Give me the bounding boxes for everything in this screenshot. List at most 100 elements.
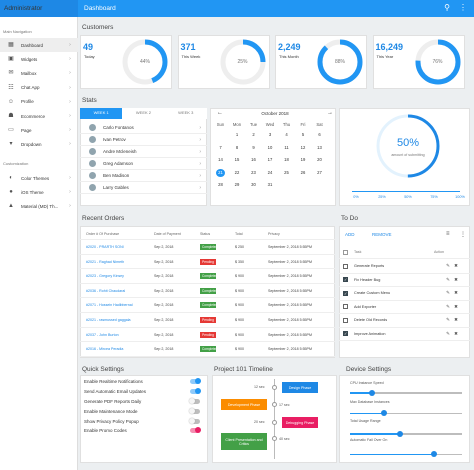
delete-icon[interactable]: ✖ [454, 330, 458, 336]
order-link[interactable]: #2020 - PRARTH SONI [86, 245, 124, 249]
setting-toggle[interactable] [190, 378, 201, 385]
todo-item[interactable]: Add Exporter ✎ ✖ [339, 301, 470, 314]
calendar-day[interactable]: 27 [317, 169, 322, 175]
table-row[interactable]: #2016 - Mircea Peradia Sep 2, 2018 Complet… [80, 342, 335, 357]
list-item[interactable]: Larry Gables › [80, 182, 207, 194]
todo-checkbox[interactable] [343, 304, 348, 310]
order-link[interactable]: #2021 - Raghad Nimeth [86, 259, 125, 264]
more-vert-icon[interactable]: ⋮ [460, 232, 466, 238]
calendar-day[interactable]: 7 [219, 144, 222, 150]
delete-icon[interactable]: ✖ [454, 263, 458, 269]
list-item[interactable]: Ben Madison › [80, 170, 207, 182]
order-link[interactable]: #2023 - Gregory Kinsey [86, 274, 124, 279]
calendar-day[interactable]: 14 [218, 157, 223, 162]
calendar-day[interactable]: 17 [267, 157, 273, 162]
calendar-day[interactable]: 25 [284, 169, 289, 175]
sidebar-item-chat-app[interactable]: ☷ Chat App › [0, 81, 78, 95]
slider-knob[interactable] [431, 451, 437, 457]
sort-icon[interactable]: ≡ [446, 231, 450, 237]
sidebar-item-page[interactable]: ▭ Page › [0, 123, 78, 137]
table-row[interactable]: #2037 - John Burton Sep 2, 2018 Pending $ 9… [80, 328, 335, 343]
calendar-day[interactable]: 5 [301, 132, 305, 137]
calendar-day[interactable]: 19 [300, 157, 306, 162]
todo-item[interactable]: ✓ Improve Animation ✎ ✖ [339, 328, 470, 341]
list-item[interactable]: Carlo Fontanos › [80, 122, 207, 134]
calendar-day[interactable]: 20 [317, 157, 322, 162]
edit-icon[interactable]: ✎ [446, 303, 450, 309]
calendar-day[interactable]: 11 [284, 144, 289, 150]
timeline-event[interactable]: Debugging Phase [282, 417, 318, 428]
tab-week-1[interactable]: WEEK 1 [80, 108, 123, 119]
setting-toggle[interactable] [189, 417, 200, 424]
calendar-day[interactable]: 8 [235, 144, 239, 150]
slider-knob[interactable] [369, 389, 376, 396]
slider-knob[interactable] [397, 430, 404, 437]
calendar-day[interactable]: 16 [251, 157, 256, 162]
calendar-day[interactable]: 15 [234, 157, 240, 162]
timeline-event[interactable]: Development Phase [221, 399, 267, 410]
calendar-day[interactable]: 22 [234, 169, 240, 175]
todo-checkbox[interactable]: ✓ [343, 277, 348, 283]
timeline-event[interactable]: Client Presentation and Critics [221, 433, 267, 450]
order-link[interactable]: #2071 - Hossein Hadibbernal [86, 303, 133, 308]
calendar-day[interactable]: 3 [268, 132, 272, 137]
todo-item[interactable]: Delete Old Records ✎ ✖ [339, 314, 470, 328]
sidebar-item-mailbox[interactable]: ✉ Mailbox › [0, 66, 78, 80]
sidebar-item-widgets[interactable]: ▣ Widgets › [0, 52, 78, 66]
order-link[interactable]: #2037 - John Burton [86, 332, 119, 337]
table-row[interactable]: #2021 - rasmussed gaggala Sep 2, 2018 Pend… [80, 313, 335, 328]
sidebar-item-color-themes[interactable]: ◐ Color Themes › [0, 171, 78, 185]
delete-icon[interactable]: ✖ [454, 303, 458, 309]
calendar-day[interactable]: 12 [300, 144, 306, 150]
delete-icon[interactable]: ✖ [454, 317, 458, 323]
calendar-day[interactable]: 10 [267, 144, 273, 150]
todo-checkbox[interactable]: ✓ [343, 290, 348, 296]
device-slider[interactable] [350, 430, 462, 437]
list-item[interactable]: Andre Mcleneish › [80, 146, 207, 158]
device-slider[interactable] [350, 451, 462, 457]
calendar-day[interactable]: 6 [318, 132, 321, 137]
setting-toggle[interactable] [189, 397, 200, 404]
table-row[interactable]: #2071 - Hossein Hadibbernal Sep 2, 2018 Co… [80, 298, 335, 313]
calendar-day[interactable]: 13 [317, 144, 322, 150]
todo-checkbox[interactable]: ✓ [343, 331, 348, 337]
prev-month-icon[interactable]: ← [217, 110, 223, 116]
list-item[interactable]: Ivan Petrov › [80, 134, 207, 146]
table-row[interactable]: #2021 - Raghad Nimeth Sep 2, 2018 Pending $… [80, 255, 335, 270]
calendar-day[interactable]: 1 [235, 132, 239, 137]
calendar-day[interactable]: 23 [251, 169, 256, 175]
calendar-day[interactable]: 30 [251, 182, 256, 187]
table-row[interactable]: #2036 - Rohit Chaudaral Sep 2, 2018 Comple… [80, 284, 335, 299]
edit-icon[interactable]: ✎ [446, 276, 450, 282]
order-link[interactable]: #2016 - Mircea Peradia [86, 347, 124, 352]
delete-icon[interactable]: ✖ [454, 290, 458, 296]
setting-toggle[interactable] [190, 388, 201, 395]
sidebar-item-material-md-th[interactable]: ▲ Material (MD) Th... › [0, 199, 78, 213]
todo-item[interactable]: ✓ Create Custom Menu ✎ ✖ [339, 287, 470, 301]
calendar-day[interactable]: 18 [284, 157, 289, 162]
order-link[interactable]: #2036 - Rohit Chaudaral [86, 288, 126, 293]
table-row[interactable]: #2023 - Gregory Kinsey Sep 2, 2018 Complet… [80, 269, 335, 284]
edit-icon[interactable]: ✎ [446, 317, 450, 323]
calendar-day[interactable]: 4 [285, 132, 288, 137]
calendar-day[interactable]: 9 [252, 144, 255, 150]
todo-item[interactable]: ✓ Fix Header Bug ✎ ✖ [339, 274, 470, 287]
table-row[interactable]: #2020 - PRARTH SONI Sep 2, 2018 Completed $… [80, 240, 335, 255]
calendar-day[interactable]: 24 [267, 169, 273, 175]
todo-add-button[interactable]: ADD [345, 232, 355, 237]
calendar-day[interactable]: 28 [218, 182, 223, 187]
sidebar-item-dashboard[interactable]: ▦ Dashboard › [0, 38, 78, 52]
device-slider[interactable] [350, 389, 462, 396]
calendar-day[interactable]: 29 [234, 182, 240, 187]
calendar-day[interactable]: 31 [267, 182, 273, 187]
todo-checkbox[interactable] [343, 263, 348, 269]
sidebar-item-ios-theme[interactable]: ● iOS Theme › [0, 185, 78, 199]
todo-remove-button[interactable]: REMOVE [372, 232, 392, 237]
setting-toggle[interactable] [189, 407, 200, 414]
tab-week-3[interactable]: WEEK 3 [178, 110, 194, 115]
todo-checkbox[interactable] [343, 317, 348, 323]
edit-icon[interactable]: ✎ [446, 263, 450, 269]
todo-item[interactable]: Generate Reports ✎ ✖ [339, 260, 470, 274]
select-all-checkbox[interactable] [343, 249, 348, 255]
timeline-event[interactable]: Design Phase [282, 382, 318, 393]
